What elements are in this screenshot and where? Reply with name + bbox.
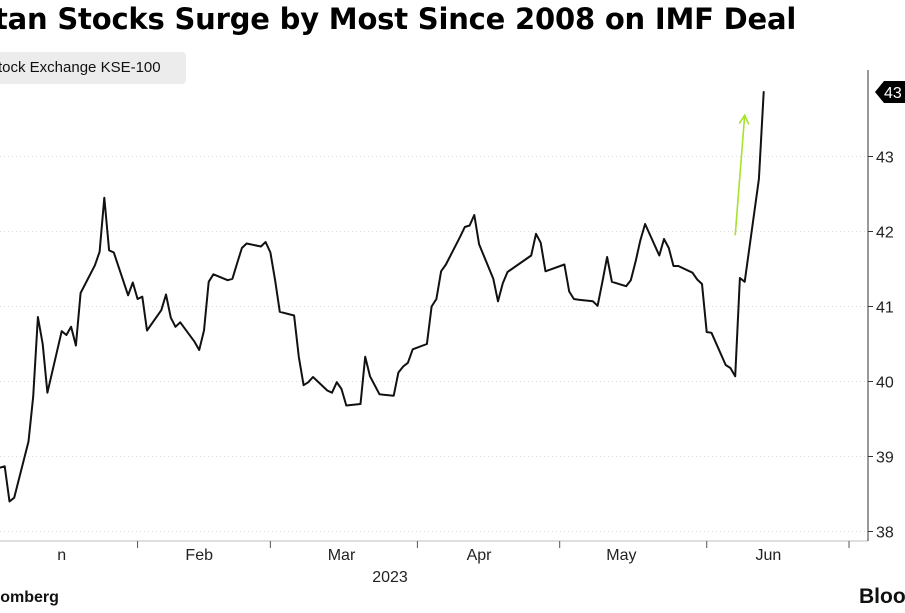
y-tick-label: 40 [876, 375, 894, 392]
brand-logo: Bloomberg [859, 585, 905, 608]
last-value-badge [875, 81, 905, 103]
x-tick-label: Apr [467, 547, 493, 564]
last-value-label: 43 [884, 85, 902, 102]
x-tick-label: Mar [328, 547, 356, 564]
grid-lines [0, 156, 872, 532]
annotation-layer [734, 113, 750, 236]
y-tick-label: 39 [876, 450, 894, 467]
x-tick-label: Jun [755, 547, 781, 564]
x-tick-label: n [57, 547, 66, 564]
y-tick-label: 42 [876, 225, 894, 242]
x-axis: n Feb Mar Apr May Jun 2023 [0, 540, 868, 586]
y-tick-label: 41 [876, 300, 894, 317]
x-year-label: 2023 [372, 569, 408, 586]
chart-title: tan Stocks Surge by Most Since 2008 on I… [0, 2, 797, 36]
y-axis: 38 39 40 41 42 43 [867, 70, 894, 542]
x-tick-label: Feb [185, 547, 213, 564]
x-tick-label: May [606, 547, 636, 564]
series-legend: Stock Exchange KSE-100 [0, 52, 186, 84]
series-line [0, 91, 765, 503]
arrow-head-icon [738, 113, 750, 125]
source-label: loomberg [0, 589, 59, 606]
series-legend-label: Stock Exchange KSE-100 [0, 59, 161, 76]
y-tick-label: 43 [876, 150, 894, 167]
series-layer: 43 [0, 81, 905, 503]
y-tick-label: 38 [876, 525, 894, 542]
arrow-shaft [734, 115, 746, 236]
